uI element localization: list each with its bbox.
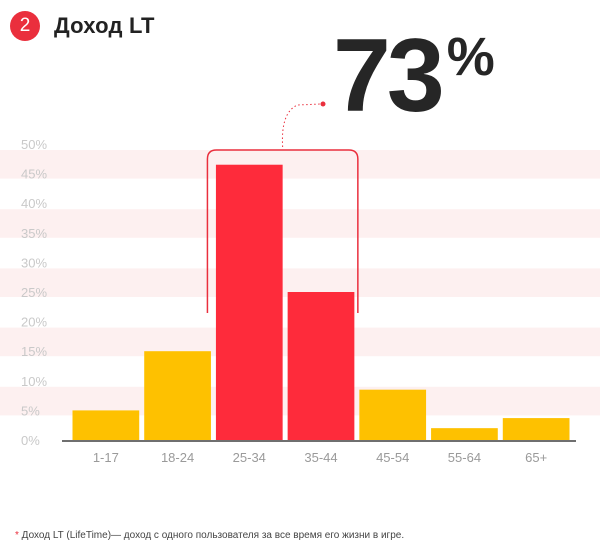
y-axis-ticks: 0% 5% 10% 15% 20% 25% 30% 35% 40% 45% 50% [21, 137, 47, 448]
x-tick-label: 1-17 [93, 450, 119, 465]
y-tick-label: 0% [21, 433, 40, 448]
connector-dots [281, 103, 322, 148]
bar-1-17 [72, 410, 140, 440]
y-tick-label: 5% [21, 403, 40, 418]
y-tick-label: 50% [21, 137, 47, 152]
y-tick-label: 15% [21, 344, 47, 359]
bar-55-64 [431, 428, 498, 440]
x-tick-label: 35-44 [304, 450, 337, 465]
y-tick-label: 20% [21, 315, 47, 330]
x-tick-label: 45-54 [376, 450, 409, 465]
y-tick-label: 40% [21, 196, 47, 211]
grid-band [0, 150, 600, 179]
section-number-badge: 2 [10, 11, 40, 41]
bars [72, 164, 570, 440]
highlight-percentage: 73% [333, 24, 495, 128]
bar-35-44 [287, 292, 355, 440]
highlight-value: 73 [333, 18, 445, 134]
chart-header: 2 Доход LT [10, 9, 155, 43]
x-tick-label: 18-24 [161, 450, 194, 465]
chart-title: Доход LT [54, 13, 155, 38]
bar-25-34 [215, 164, 283, 440]
y-tick-label: 30% [21, 255, 47, 270]
highlight-bracket [206, 101, 359, 313]
connector-dot [320, 101, 326, 107]
highlight-percent-symbol: % [446, 27, 495, 87]
bar-18-24 [144, 351, 211, 440]
x-tick-label: 65+ [525, 450, 547, 465]
y-tick-label: 45% [21, 167, 47, 182]
grid-band [0, 209, 600, 238]
y-tick-label: 10% [21, 374, 47, 389]
footnote-asterisk: * [15, 530, 19, 541]
bar-45-54 [359, 389, 427, 440]
x-axis-labels: 1-17 18-24 25-34 35-44 45-54 55-64 65+ [93, 450, 547, 465]
y-tick-label: 35% [21, 226, 47, 241]
bracket-line [206, 149, 359, 313]
x-tick-label: 25-34 [233, 450, 266, 465]
footnote: * Доход LT (LifeTime)— доход с одного по… [15, 530, 404, 541]
bar-65+ [502, 418, 570, 440]
footnote-text: Доход LT (LifeTime)— доход с одного поль… [18, 530, 405, 541]
x-tick-label: 55-64 [448, 450, 481, 465]
y-tick-label: 25% [21, 285, 47, 300]
